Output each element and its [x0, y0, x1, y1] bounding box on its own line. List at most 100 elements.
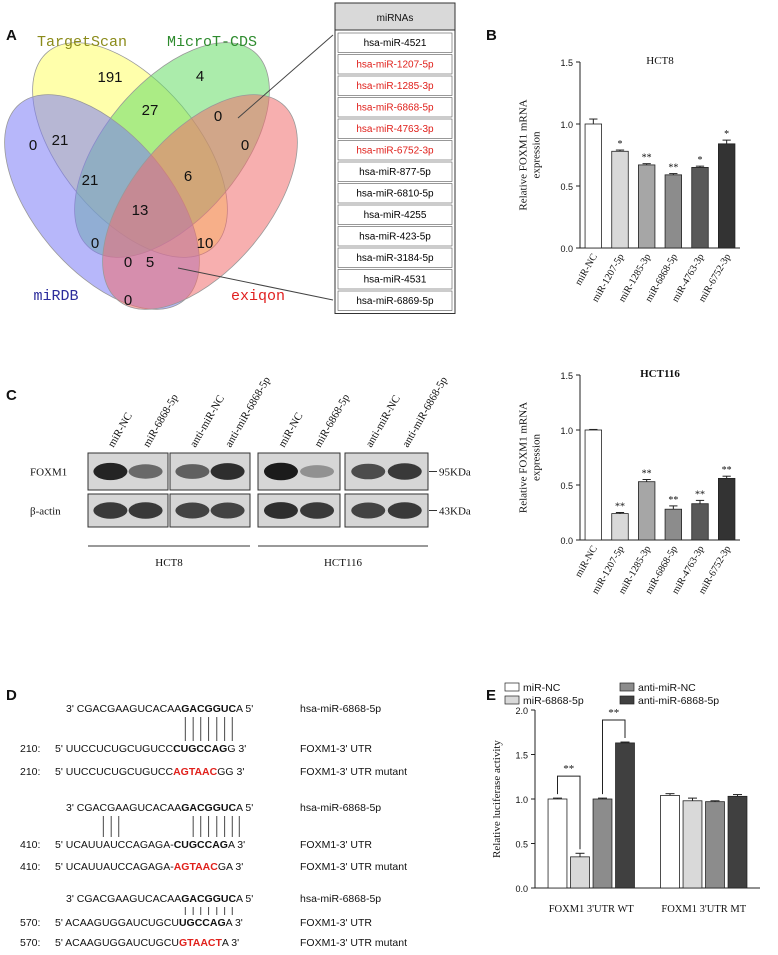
bar	[664, 508, 682, 541]
sequence-position: 410:	[20, 839, 40, 851]
lane-label: anti-miR-NC	[363, 393, 402, 449]
y-tick-label: 1.0	[560, 120, 573, 130]
table-cell: hsa-miR-423-5p	[359, 232, 431, 243]
sequence-label: FOXM1-3' UTR	[300, 743, 372, 755]
legend-label: miR-NC	[523, 682, 561, 694]
table-header-bg	[334, 2, 456, 31]
venn-set-label: miRDB	[33, 288, 78, 305]
sequence-label: FOXM1-3' UTR mutant	[300, 861, 407, 873]
venn-count: 0	[91, 235, 99, 252]
sequence-segment: GA 3'	[218, 861, 243, 873]
sequence-segment: AGTAAC	[173, 766, 218, 778]
y-tick-label: 1.0	[560, 426, 573, 436]
sequence: 5' ACAAGUGGAUCUGCUGTAACTA 3'	[55, 937, 239, 949]
blot-band	[93, 462, 128, 481]
bar	[638, 481, 656, 541]
sequence-position: 570:	[20, 917, 40, 929]
table-cell: hsa-miR-4763-3p	[356, 124, 434, 135]
table-cell: hsa-miR-4521	[364, 38, 427, 49]
table-row	[337, 247, 453, 268]
panel-label: B	[486, 27, 497, 44]
blot-band	[175, 464, 210, 479]
blot-band	[128, 502, 163, 519]
legend-swatch	[619, 682, 635, 692]
venn-count: 21	[52, 132, 69, 149]
bar	[691, 503, 709, 541]
connector-line	[177, 267, 334, 301]
blot-band	[128, 464, 163, 479]
sequence-segment: 3' CGACGAAGUCACAA	[66, 802, 181, 814]
blot-band	[351, 502, 386, 519]
sequence-label: hsa-miR-6868-5p	[300, 893, 381, 905]
table-cell: hsa-miR-6810-5p	[356, 189, 434, 200]
table-cell: hsa-miR-4255	[364, 210, 427, 221]
sequence-label: hsa-miR-6868-5p	[300, 703, 381, 715]
blot-band	[175, 502, 210, 519]
sequence-segment: 5' UCAUUAUCCAGAGA-	[55, 861, 174, 873]
blot-band	[387, 502, 422, 519]
blot-band	[263, 502, 298, 519]
table-cell: hsa-miR-6868-5p	[356, 103, 434, 114]
sequence-label: hsa-miR-6868-5p	[300, 802, 381, 814]
bar	[682, 800, 703, 889]
y-axis-label: expression	[531, 433, 543, 481]
sequence-segment: 3' CGACGAAGUCACAA	[66, 893, 181, 905]
venn-count: 0	[214, 108, 222, 125]
venn-count: 10	[197, 235, 214, 252]
sequence-segment: A 5'	[236, 802, 253, 814]
table-body	[334, 29, 456, 314]
size-label: 95KDa	[439, 467, 471, 479]
table-row	[337, 140, 453, 161]
venn-set-label: TargetScan	[37, 34, 127, 51]
significance-label: *	[724, 129, 729, 140]
blot-band	[351, 463, 386, 480]
group-label: HCT8	[155, 557, 183, 569]
panel-label: D	[6, 687, 17, 704]
sequence-label: FOXM1-3' UTR mutant	[300, 766, 407, 778]
sequence-segment: GG 3'	[217, 766, 244, 778]
bar	[718, 477, 736, 541]
y-axis-label: Relative luciferase activity	[491, 740, 503, 858]
bar	[592, 798, 613, 889]
sequence-label: FOXM1-3' UTR	[300, 839, 372, 851]
bar	[584, 429, 602, 541]
sequence-segment: GACGGUC	[181, 802, 236, 814]
comparison-label: **	[563, 763, 574, 775]
sequence: 5' UCAUUAUCCAGAGA-AGTAACGA 3'	[55, 861, 243, 873]
table-row	[337, 75, 453, 96]
bar	[584, 123, 602, 249]
legend-label: anti-miR-NC	[638, 682, 696, 694]
bar	[664, 174, 682, 249]
legend-swatch	[619, 695, 635, 705]
table-row	[337, 290, 453, 311]
venn-diagram	[4, 42, 298, 310]
blot-band	[300, 502, 335, 519]
legend-swatch	[504, 695, 520, 705]
lane-label: miR-NC	[106, 411, 135, 450]
venn-count: 6	[184, 168, 192, 185]
y-axis-label: Relative FOXM1 mRNA	[518, 402, 530, 513]
significance-label: **	[695, 489, 705, 500]
sequence-position: 210:	[20, 743, 40, 755]
lane-label: miR-NC	[276, 411, 305, 450]
bar	[638, 164, 656, 249]
sequence-segment: 5' UUCCUCUGCUGUCC	[55, 743, 174, 755]
sequence-segment: 3' CGACGAAGUCACAA	[66, 703, 181, 715]
comparison-bracket	[557, 775, 581, 850]
sequence-segment: AGTAAC	[174, 861, 219, 873]
table-row	[337, 226, 453, 247]
table-row	[337, 32, 453, 53]
bar	[718, 143, 736, 249]
x-tick-label: FOXM1 3'UTR WT	[549, 904, 635, 915]
table-cell: hsa-miR-1207-5p	[356, 60, 434, 71]
sequence-segment: GACGGUC	[181, 893, 236, 905]
sequence: 5' UCAUUAUCCAGAGA-CUGCCAGA 3'	[55, 839, 245, 851]
chart-title: HCT116	[640, 368, 680, 380]
connector-line	[237, 34, 334, 119]
venn-set	[102, 94, 298, 310]
blot-row-label: β-actin	[30, 506, 61, 518]
y-tick-label: 2.0	[515, 706, 528, 716]
legend-swatch	[504, 682, 520, 692]
legend-label: miR-6868-5p	[523, 695, 584, 707]
lane-label: miR-6868-5p	[312, 392, 352, 450]
